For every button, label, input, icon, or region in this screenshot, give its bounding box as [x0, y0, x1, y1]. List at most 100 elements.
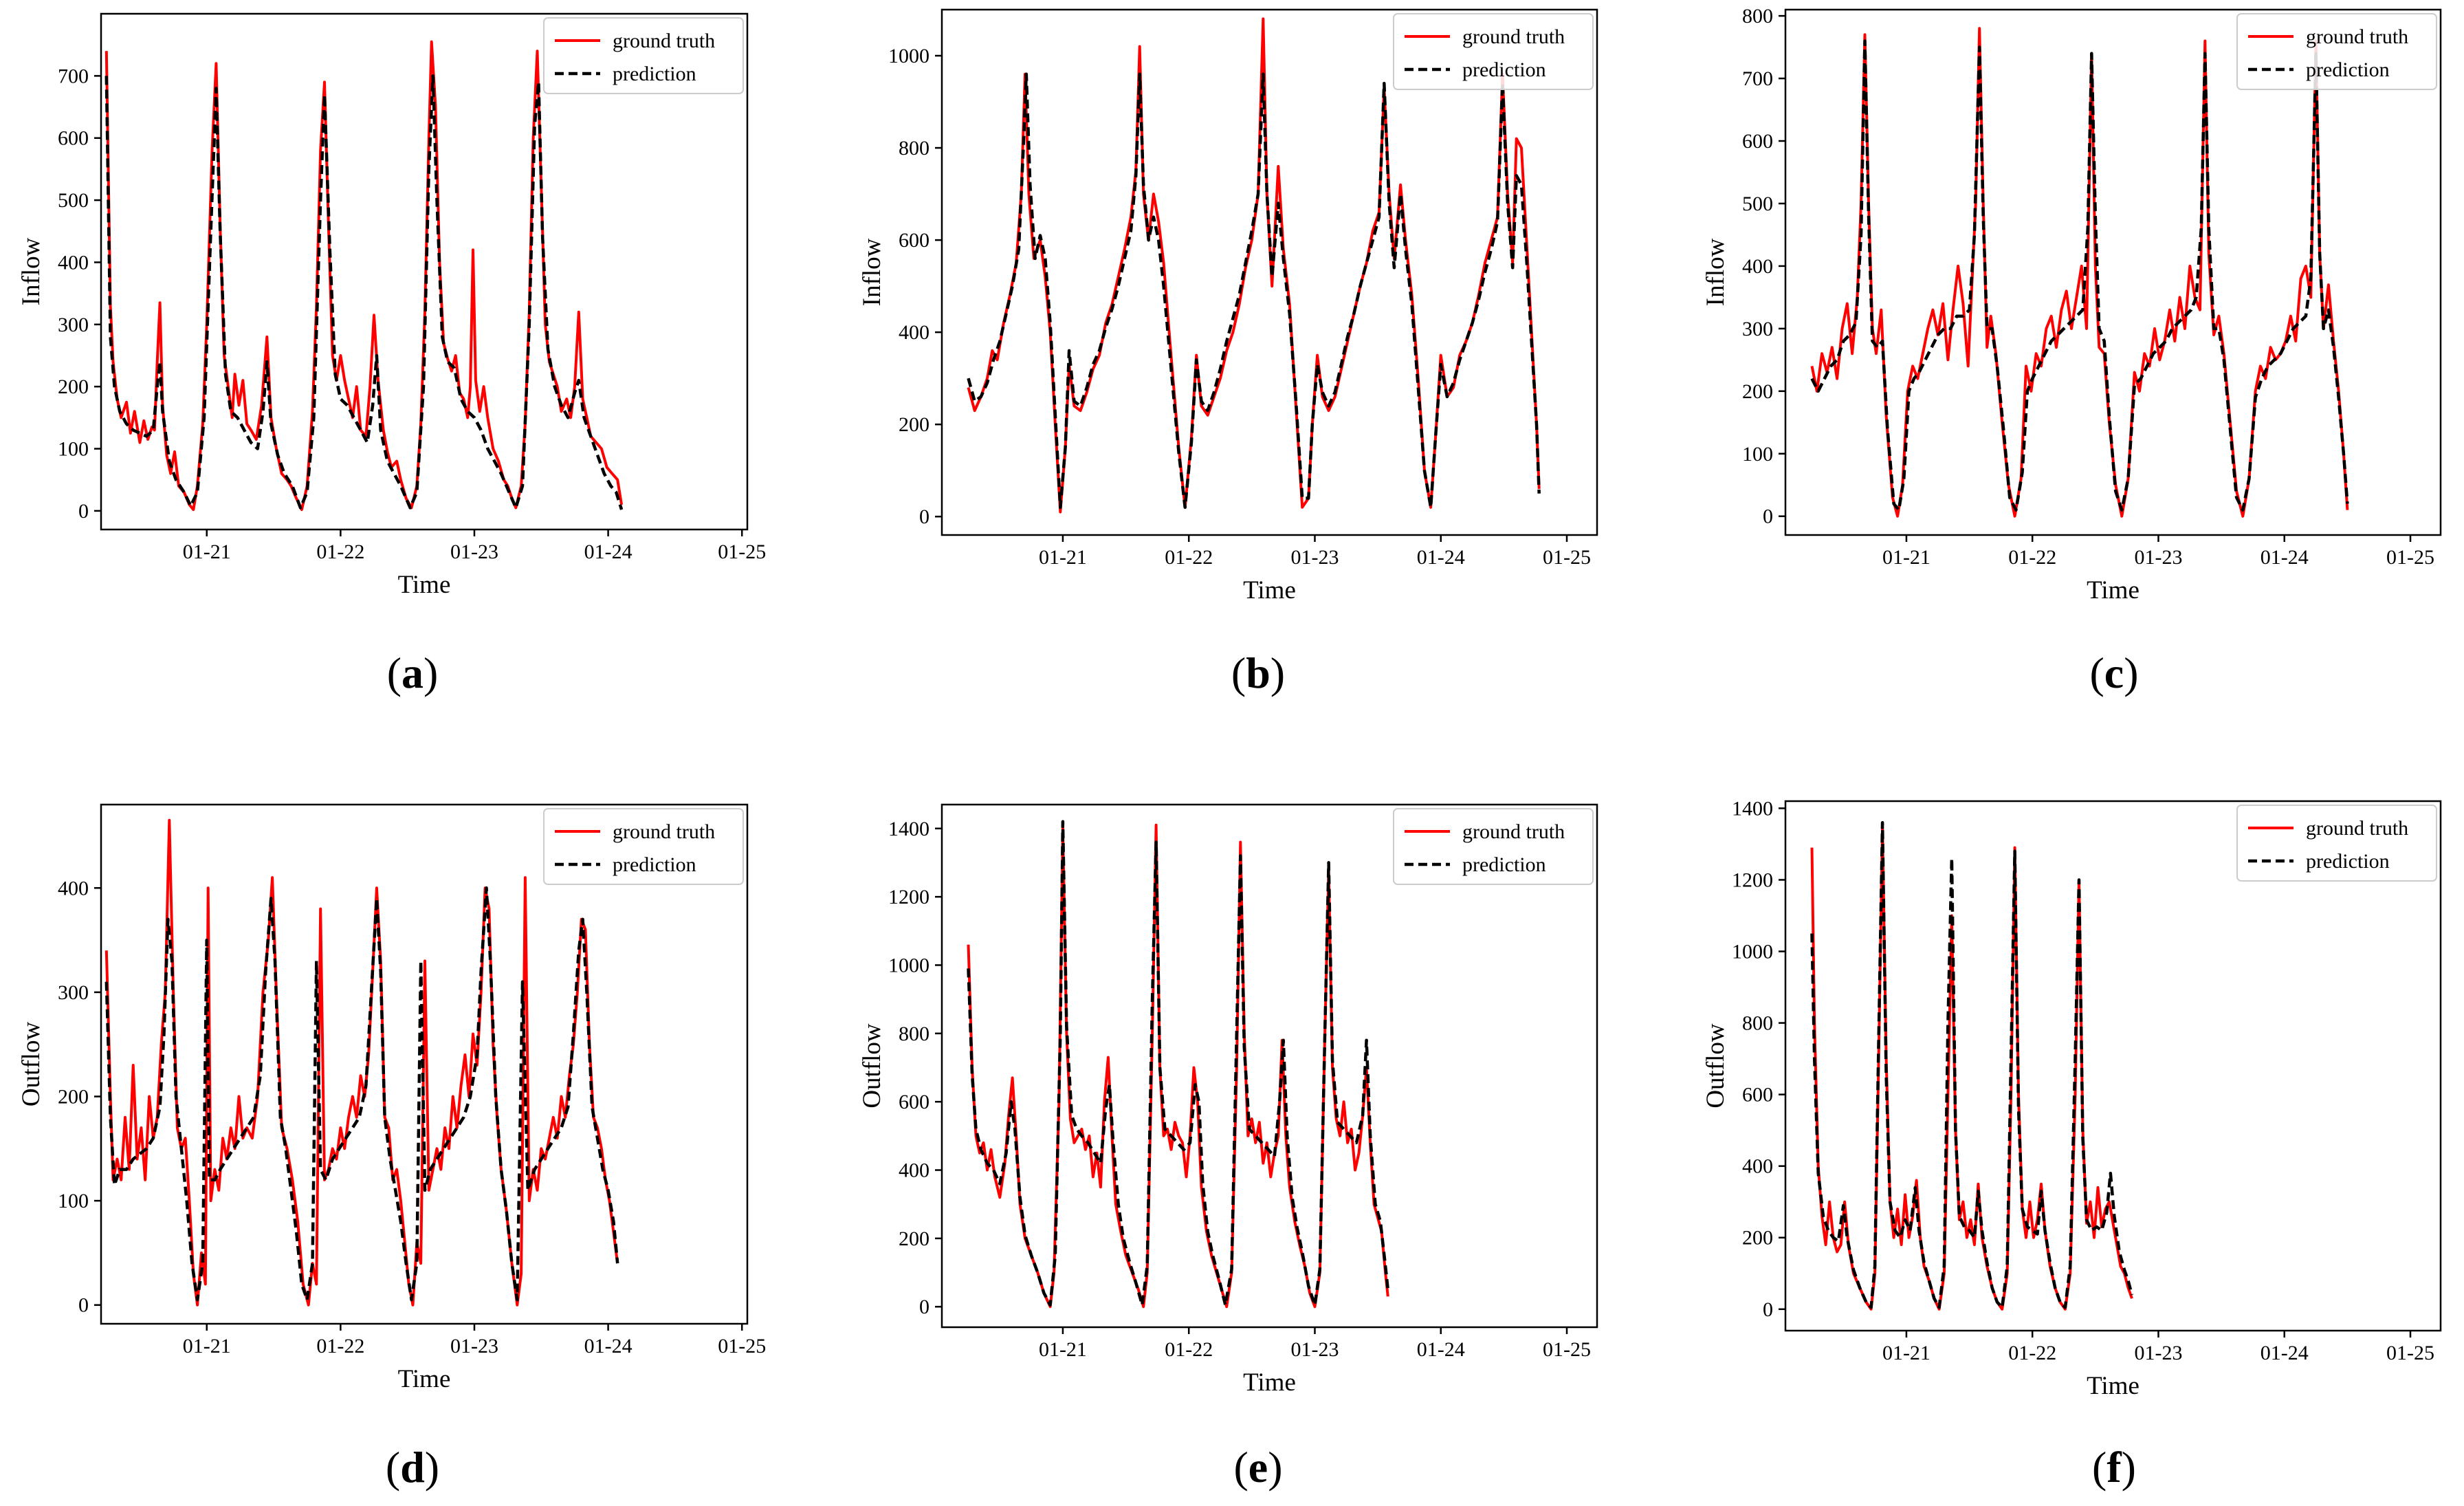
- y-tick-label: 1200: [888, 886, 930, 908]
- x-tick-label: 01-24: [1417, 546, 1465, 569]
- y-tick-label: 100: [58, 438, 89, 461]
- caption-close-paren: ): [2122, 1443, 2136, 1492]
- x-axis-label: Time: [398, 1365, 451, 1393]
- series-prediction-line: [967, 820, 1390, 1307]
- y-tick-label: 1400: [888, 818, 930, 840]
- x-tick-label: 01-22: [1165, 1338, 1213, 1361]
- x-tick-label: 01-21: [1039, 1338, 1087, 1361]
- x-tick-label: 01-23: [1290, 1338, 1339, 1361]
- y-axis-label: Outflow: [17, 1022, 45, 1107]
- series-prediction-line: [967, 72, 1541, 510]
- y-tick-label: 200: [1742, 1227, 1773, 1249]
- y-tick-label: 600: [58, 127, 89, 150]
- series-ground-truth-line: [104, 818, 619, 1307]
- y-tick-label: 0: [78, 500, 89, 523]
- y-tick-label: 1200: [1732, 869, 1773, 891]
- x-tick-label: 01-25: [718, 541, 766, 563]
- y-axis-label: Outflow: [1702, 1023, 1730, 1109]
- series-prediction-line: [1810, 820, 2134, 1309]
- x-tick-label: 01-23: [1290, 546, 1339, 569]
- y-tick-label: 700: [58, 65, 89, 87]
- plot-area-frame: [1784, 8, 2442, 536]
- x-axis-label: Time: [2087, 576, 2140, 604]
- legend-box: [1393, 808, 1594, 885]
- legend: ground truth prediction: [1393, 808, 1594, 885]
- legend: ground truth prediction: [1393, 13, 1594, 90]
- y-tick-label: 1400: [1732, 797, 1773, 820]
- x-tick-label: 01-25: [718, 1335, 766, 1357]
- y-tick-label: 200: [899, 1227, 930, 1250]
- y-tick-label: 500: [58, 189, 89, 212]
- plot-area-frame: [1784, 800, 2442, 1332]
- legend-box: [1393, 13, 1594, 90]
- series-prediction-line: [104, 886, 619, 1302]
- caption-open-paren: (: [2089, 648, 2104, 697]
- legend-label-prediction: prediction: [2306, 58, 2390, 81]
- series-ground-truth-line: [967, 17, 1541, 514]
- x-tick-label: 01-22: [2008, 546, 2056, 569]
- legend-label-ground-truth: ground truth: [613, 30, 715, 52]
- x-axis-label: Time: [2087, 1372, 2140, 1400]
- plot-area-frame: [940, 8, 1598, 536]
- legend-label-prediction: prediction: [1462, 58, 1546, 81]
- legend: ground truth prediction: [543, 808, 744, 885]
- caption-letter: c: [2104, 648, 2124, 697]
- x-tick-label: 01-24: [584, 1335, 632, 1357]
- panel-caption-e: (e): [1233, 1443, 1282, 1492]
- y-tick-label: 400: [1742, 1155, 1773, 1178]
- legend-box: [2236, 13, 2437, 90]
- y-tick-label: 1000: [1732, 941, 1773, 963]
- series-ground-truth-line: [1810, 27, 2349, 518]
- x-tick-label: 01-25: [2386, 1342, 2434, 1364]
- caption-letter: e: [1248, 1443, 1268, 1492]
- legend: ground truth prediction: [2236, 805, 2437, 882]
- y-tick-label: 800: [899, 1023, 930, 1045]
- y-tick-label: 1000: [888, 954, 930, 976]
- y-tick-label: 400: [899, 321, 930, 344]
- x-tick-label: 01-22: [1165, 546, 1213, 569]
- caption-letter: f: [2106, 1443, 2122, 1492]
- legend-label-prediction: prediction: [1462, 853, 1546, 876]
- y-tick-label: 800: [1742, 5, 1773, 28]
- x-tick-label: 01-21: [1882, 1342, 1930, 1364]
- y-tick-label: 0: [78, 1294, 89, 1317]
- y-tick-label: 800: [899, 137, 930, 160]
- x-axis-label: Time: [1243, 1368, 1296, 1397]
- chart-panel-e: 0 200 400 600 800 1000 1200 1400 01-21 01-22 01-23…: [858, 803, 1598, 1492]
- y-tick-label: 600: [899, 1091, 930, 1113]
- series-ground-truth-line: [1810, 825, 2133, 1311]
- x-tick-label: 01-24: [584, 541, 632, 563]
- x-tick-label: 01-25: [1543, 1338, 1591, 1361]
- y-tick-label: 400: [58, 877, 89, 899]
- x-tick-label: 01-23: [450, 1335, 498, 1357]
- y-tick-label: 400: [1742, 255, 1773, 278]
- panel-caption-a: (a): [387, 648, 439, 697]
- legend-box: [543, 17, 744, 94]
- x-tick-label: 01-25: [1543, 546, 1591, 569]
- x-tick-label: 01-21: [183, 1335, 231, 1357]
- legend-label-prediction: prediction: [613, 63, 696, 85]
- legend-box: [543, 808, 744, 885]
- y-tick-label: 200: [58, 375, 89, 398]
- caption-letter: b: [1246, 648, 1270, 697]
- x-tick-label: 01-23: [2134, 546, 2182, 569]
- y-tick-label: 600: [1742, 1084, 1773, 1106]
- y-axis-label: Outflow: [858, 1023, 886, 1109]
- plot-area-frame: [100, 12, 749, 531]
- y-tick-label: 0: [1763, 1298, 1773, 1321]
- caption-letter: d: [400, 1443, 425, 1492]
- y-tick-label: 600: [1742, 130, 1773, 153]
- caption-close-paren: ): [425, 1443, 439, 1492]
- y-tick-label: 700: [1742, 67, 1773, 90]
- caption-open-paren: (: [387, 648, 402, 697]
- legend-label-prediction: prediction: [613, 853, 696, 876]
- chart-panel-f: 0 200 400 600 800 1000 1200 1400 01-21 01-22 01-23…: [1702, 797, 2442, 1492]
- x-tick-label: 01-22: [2008, 1342, 2056, 1364]
- panel-caption-c: (c): [2089, 648, 2138, 697]
- y-tick-label: 600: [899, 229, 930, 252]
- x-tick-label: 01-24: [2260, 546, 2309, 569]
- y-tick-label: 200: [899, 413, 930, 436]
- x-tick-label: 01-22: [316, 1335, 364, 1357]
- plot-area-frame: [100, 803, 749, 1325]
